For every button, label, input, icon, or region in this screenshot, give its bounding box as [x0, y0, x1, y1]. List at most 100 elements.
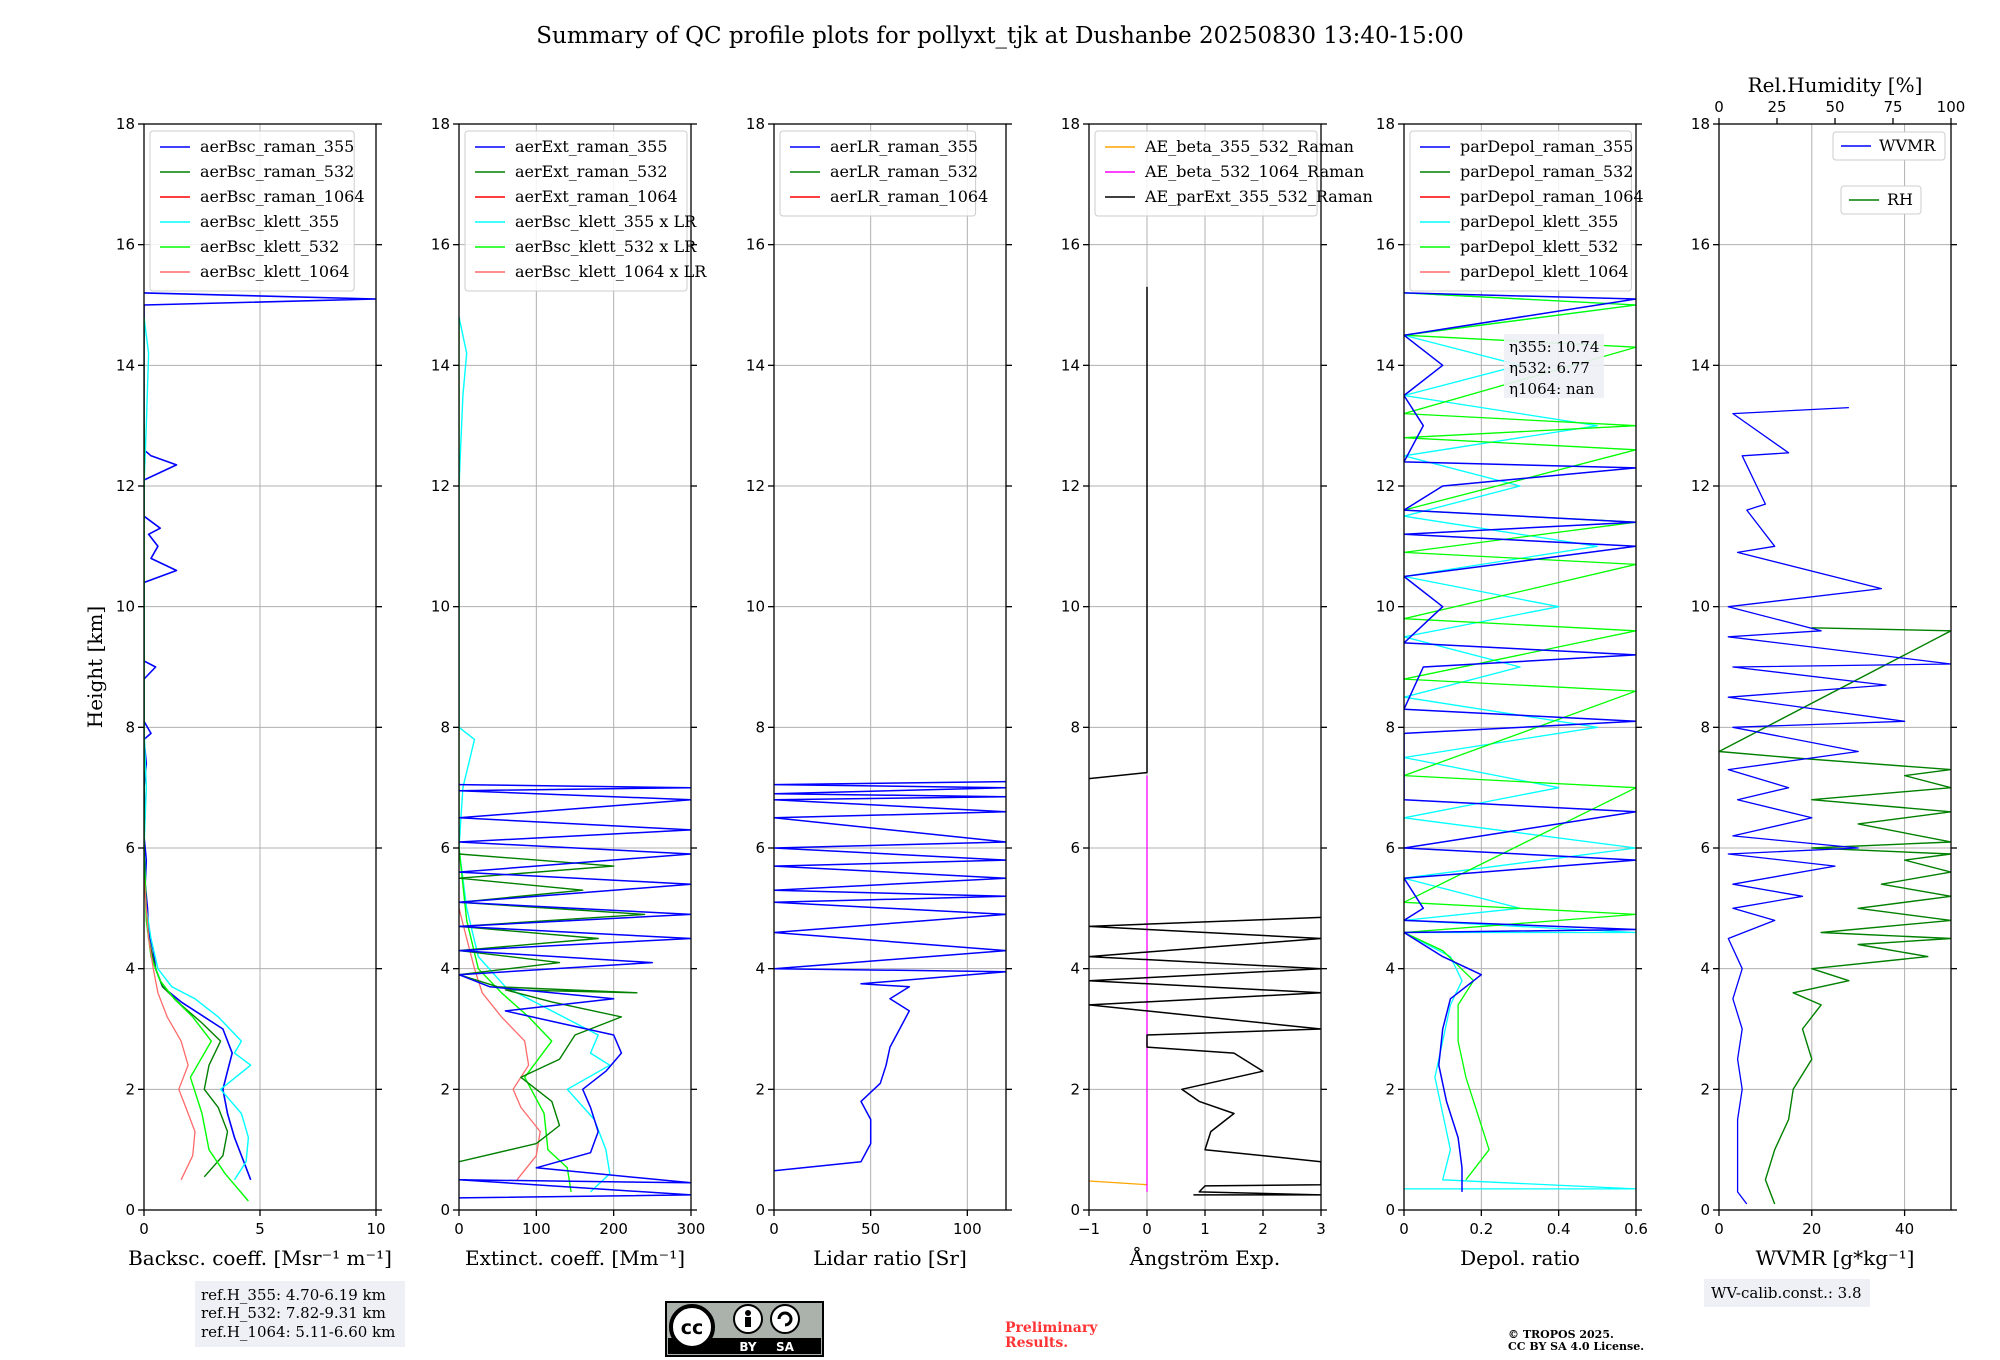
series-group: [1089, 286, 1321, 1196]
series-AE_parExt_355_532_Raman_upper: [1089, 286, 1148, 780]
copyright-line1: © TROPOS 2025.: [1508, 1328, 1614, 1341]
y-tick-label: 4: [1385, 960, 1395, 978]
legend-entry: WVMR: [1879, 136, 1936, 155]
x-tick-label: 0: [454, 1220, 464, 1238]
y-tick-label: 8: [1385, 718, 1395, 736]
legend-box: [1840, 185, 1922, 215]
wv-calib-background: [1704, 1279, 1870, 1307]
x-tick-label: 20: [1802, 1220, 1821, 1238]
x-axis-label: Backsc. coeff. [Msr⁻¹ m⁻¹]: [128, 1246, 392, 1270]
y-tick-label: 14: [1376, 356, 1395, 374]
series-aerBsc_klett_355: [144, 317, 252, 1181]
series-group: [774, 780, 1006, 1172]
y-tick-label: 6: [1385, 839, 1395, 857]
y-tick-label: 12: [431, 477, 450, 495]
legend-box: [464, 130, 688, 292]
x-axis-label: WVMR [g*kg⁻¹]: [1756, 1246, 1915, 1270]
x-tick-label: 0: [769, 1220, 779, 1238]
y-tick-label: 4: [1070, 960, 1080, 978]
plot-frame: [773, 123, 1007, 1211]
x-tick-label: 3: [1316, 1220, 1326, 1238]
panel-ext: 0 2 4 6 8 10 12 14 16 18 0 100 200 300 Extinct. coeff.…: [431, 115, 707, 1270]
x-tick-label: 2: [1258, 1220, 1268, 1238]
y-tick-label: 16: [1376, 236, 1395, 254]
x-tick-label: 200: [599, 1220, 628, 1238]
legend-entry: aerBsc_klett_532 x LR: [515, 237, 697, 256]
x-axis-label: Ångström Exp.: [1129, 1245, 1280, 1270]
panel-dep: 0 2 4 6 8 10 12 14 16 18 0 0.2 0.4 0.6 Depol. ratio par…: [1376, 115, 1648, 1270]
legend-box: [1094, 130, 1318, 217]
ref-heights-box: ref.H_355: 4.70-6.19 km ref.H_532: 7.82-…: [195, 1281, 405, 1347]
y-tick-label: 12: [1691, 477, 1710, 495]
x-tick-label: 10: [366, 1220, 385, 1238]
series-aerExt_raman_532: [459, 853, 646, 1163]
eta-annotation-line: η532: 6.77: [1509, 359, 1590, 377]
legend-box: [779, 130, 977, 217]
x-top-tick-label: 100: [1937, 98, 1966, 116]
x-tick-label: 0: [1714, 1220, 1724, 1238]
x-tick-label: 0: [1399, 1220, 1409, 1238]
series-aerBsc_klett_355 x LR: [459, 316, 611, 1193]
series-group: [144, 292, 376, 1202]
plot-frame: [458, 123, 692, 1211]
figure-title: Summary of QC profile plots for pollyxt_…: [536, 23, 1463, 49]
legend-entry: aerExt_raman_355: [515, 137, 668, 156]
y-tick-label: 2: [125, 1080, 135, 1098]
series-WVMR: [1727, 406, 1951, 1205]
share-alike-icon: [770, 1304, 800, 1334]
legend-entry: parDepol_raman_532: [1460, 162, 1633, 181]
y-tick-label: 2: [1385, 1080, 1395, 1098]
cc-license-badge: cc BY SA: [665, 1301, 824, 1357]
plot-frame: [1403, 123, 1637, 1211]
y-tick-label: 0: [1385, 1201, 1395, 1219]
x-axis-label: Depol. ratio: [1460, 1246, 1580, 1270]
y-tick-label: 8: [440, 718, 450, 736]
y-tick-label: 6: [440, 839, 450, 857]
x-tick-label: 1: [1200, 1220, 1210, 1238]
x-tick-label: 50: [861, 1220, 880, 1238]
y-tick-label: 8: [755, 718, 765, 736]
y-tick-label: 10: [1061, 598, 1080, 616]
x-tick-label: 40: [1895, 1220, 1914, 1238]
x-axis-label: Lidar ratio [Sr]: [813, 1246, 967, 1270]
y-tick-label: 12: [746, 477, 765, 495]
series-aerBsc_klett_1064 x LR: [459, 908, 541, 1181]
series-group: [1404, 292, 1636, 1192]
y-tick-label: 4: [1700, 960, 1710, 978]
eta-annotation-line: η1064: nan: [1509, 380, 1595, 398]
legend-entry: aerLR_raman_532: [830, 162, 978, 181]
series-aerBsc_klett_532: [144, 317, 249, 1202]
legend-entry: parDepol_klett_355: [1460, 212, 1618, 231]
legend-entry: aerBsc_klett_355: [200, 212, 339, 231]
y-tick-label: 12: [1376, 477, 1395, 495]
series-AE_beta_355_532_Raman: [1089, 1180, 1148, 1186]
y-tick-label: 0: [1700, 1201, 1710, 1219]
y-tick-label: 2: [1070, 1080, 1080, 1098]
series-aerBsc_raman_532: [144, 425, 229, 1178]
legend-entry: parDepol_raman_355: [1460, 137, 1633, 156]
wv-calib-box: WV-calib.const.: 3.8: [1704, 1279, 1870, 1307]
y-axis-label: Height [km]: [83, 606, 107, 728]
y-tick-label: 4: [755, 960, 765, 978]
x-tick-label: 0.6: [1624, 1220, 1648, 1238]
legend-entry: aerExt_raman_532: [515, 162, 668, 181]
y-tick-label: 0: [125, 1201, 135, 1219]
y-tick-label: 10: [116, 598, 135, 616]
legend-entry: aerLR_raman_355: [830, 137, 978, 156]
series-RH: [1719, 627, 1951, 1205]
y-tick-label: 18: [1691, 115, 1710, 133]
series-aerBsc_raman_355: [144, 292, 376, 1181]
legend-entry: AE_parExt_355_532_Raman: [1144, 187, 1373, 206]
y-tick-label: 8: [1700, 718, 1710, 736]
legend-entry: parDepol_klett_532: [1460, 237, 1618, 256]
y-tick-label: 10: [746, 598, 765, 616]
eta-annotation-line: η355: 10.74: [1509, 338, 1599, 356]
legend-entry: parDepol_raman_1064: [1460, 187, 1644, 206]
y-tick-label: 2: [440, 1080, 450, 1098]
legend-entry: RH: [1887, 190, 1913, 209]
series-aerBsc_klett_1064: [144, 878, 196, 1181]
legend-entry: aerBsc_raman_355: [200, 137, 354, 156]
y-tick-label: 6: [125, 839, 135, 857]
